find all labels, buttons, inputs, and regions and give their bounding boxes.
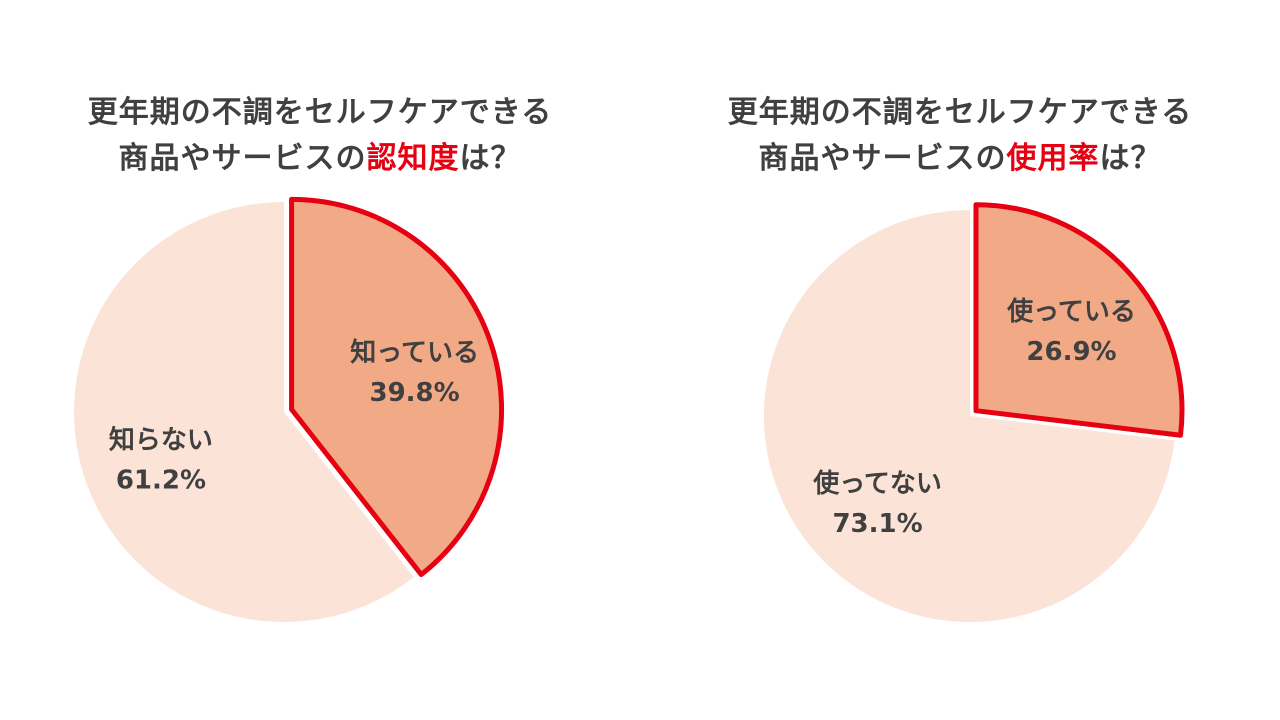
slice-label: 知らない [109, 426, 213, 456]
slice-value-label: 73.1% [832, 509, 922, 539]
chart-title-line1: 更年期の不調をセルフケアできる [727, 95, 1193, 130]
pie-chart-awareness: 知っている 39.8% 知らない 61.2% [74, 196, 505, 622]
chart-title-highlight: 認知度 [366, 141, 460, 176]
chart-title-prefix: 商品やサービスの [118, 141, 367, 176]
slice-label: 使ってない [812, 469, 942, 499]
chart-title-prefix: 商品やサービスの [758, 141, 1007, 176]
chart-title-suffix: は？ [1099, 141, 1162, 176]
slice-value-label: 26.9% [1026, 337, 1116, 367]
slice-label: 使っている [1006, 297, 1136, 327]
pie-slice-highlight [289, 196, 505, 578]
chart-title-suffix: は？ [459, 141, 522, 176]
chart-panel-usage: 更年期の不調をセルフケアできる 商品やサービスの使用率は？ 使っている 26.9%… [640, 0, 1280, 720]
pie-slice-highlight [973, 202, 1185, 438]
chart-title: 更年期の不調をセルフケアできる 商品やサービスの認知度は？ [0, 90, 640, 182]
slice-value-label: 39.8% [370, 378, 460, 408]
pie-slice-base [74, 202, 414, 622]
pie-slice-base [764, 210, 1175, 622]
chart-title: 更年期の不調をセルフケアできる 商品やサービスの使用率は？ [640, 90, 1280, 182]
chart-panel-awareness: 更年期の不調をセルフケアできる 商品やサービスの認知度は？ 知っている 39.8%… [0, 90, 640, 622]
chart-title-line2: 商品やサービスの認知度は？ [0, 136, 640, 182]
chart-title-line2: 商品やサービスの使用率は？ [640, 136, 1280, 182]
pie-chart-usage: 使っている 26.9% 使ってない 73.1% [764, 202, 1185, 622]
chart-title-line1: 更年期の不調をセルフケアできる [87, 95, 553, 130]
slice-value-label: 61.2% [116, 466, 206, 496]
slice-label: 知っている [350, 338, 479, 368]
chart-title-highlight: 使用率 [1006, 141, 1100, 176]
